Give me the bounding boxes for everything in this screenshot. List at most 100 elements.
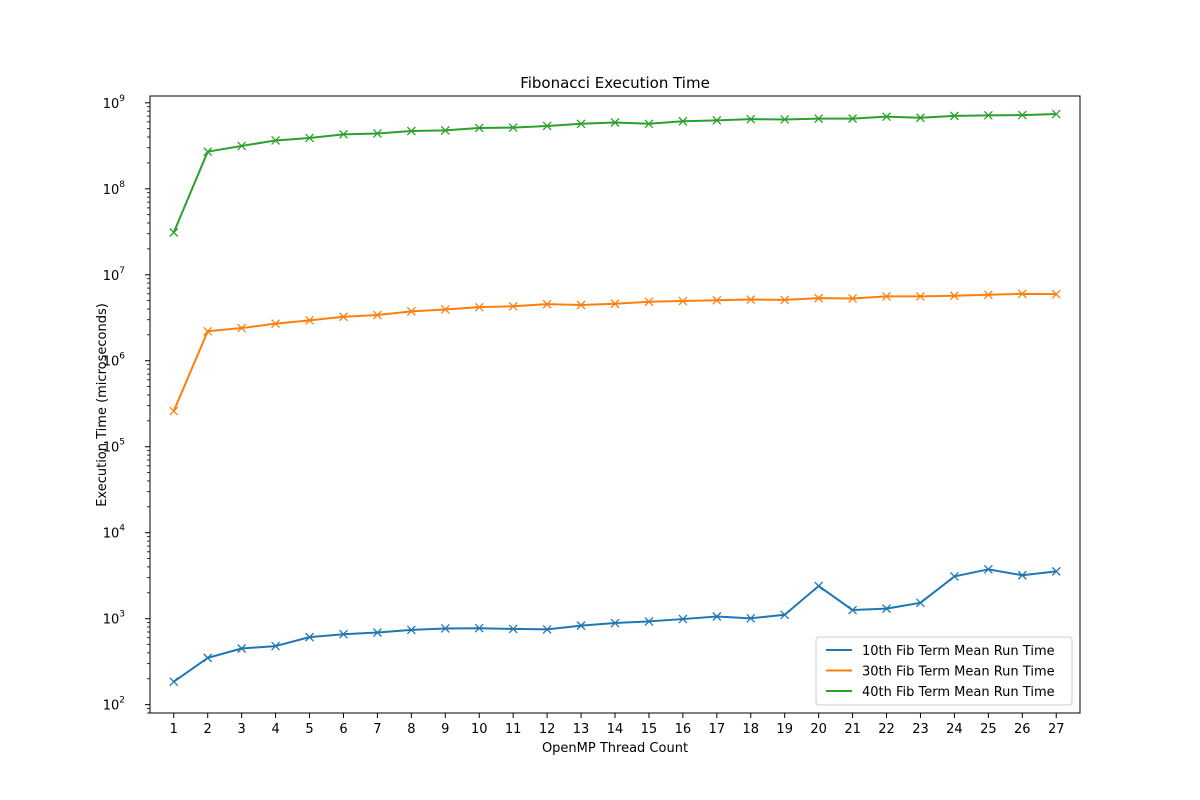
data-point-s2-x8 (406, 306, 416, 316)
data-point-s2-x10 (474, 302, 484, 312)
x-tick-label-19: 19 (776, 722, 793, 737)
data-point-s3-x27 (1051, 109, 1061, 119)
data-point-s1-x23 (916, 598, 925, 608)
data-point-s1-x9 (440, 623, 450, 633)
data-point-s2-x19 (780, 295, 790, 305)
x-tick-label-11: 11 (505, 722, 522, 737)
data-point-s3-x15 (644, 119, 654, 129)
data-point-s3-x17 (712, 115, 722, 125)
data-point-s2-x13 (576, 300, 586, 310)
data-point-s3-x14 (610, 118, 620, 127)
data-point-s1-x26 (1017, 570, 1027, 580)
data-point-s3-x9 (440, 125, 450, 135)
data-point-s2-x21 (848, 294, 858, 303)
x-axis: 1 2 3 4 5 6 7 8 9 10 11 12 13 14 15 16 17 18 19 20 21 22 23 24 2… (170, 713, 1065, 737)
data-point-s3-x23 (916, 113, 925, 123)
x-tick-label-14: 14 (607, 722, 624, 737)
data-point-s1-x21 (848, 605, 858, 615)
series-3 (169, 109, 1061, 237)
data-point-s1-x20 (814, 581, 824, 591)
x-tick-label-20: 20 (810, 722, 827, 737)
x-tick-label-10: 10 (471, 722, 488, 737)
data-point-s2-x16 (678, 296, 688, 306)
legend-label-2: 30th Fib Term Mean Run Time (862, 665, 1055, 680)
data-point-s3-x5 (305, 133, 314, 143)
legend-box (815, 636, 1073, 706)
data-point-s1-x13 (576, 621, 586, 631)
data-point-s3-x11 (508, 123, 518, 133)
data-point-s1-x5 (305, 632, 314, 642)
data-point-s3-x2 (203, 147, 213, 157)
x-tick-label-5: 5 (305, 722, 313, 737)
data-point-s1-x16 (678, 614, 688, 624)
data-point-s3-x20 (814, 114, 824, 124)
data-point-s1-x6 (339, 629, 348, 639)
x-tick-label-6: 6 (339, 722, 347, 737)
data-point-s2-x24 (949, 291, 959, 301)
data-point-s1-x15 (644, 616, 654, 626)
data-point-s2-x14 (610, 299, 620, 309)
data-point-s3-x22 (882, 112, 891, 122)
x-tick-label-3: 3 (238, 722, 246, 737)
data-point-s2-x20 (814, 293, 824, 303)
data-point-s1-x27 (1051, 566, 1061, 576)
data-point-s3-x19 (780, 115, 790, 124)
data-point-s2-x5 (305, 315, 314, 325)
x-tick-label-21: 21 (844, 722, 861, 737)
data-point-s3-x8 (406, 126, 416, 136)
x-tick-label-4: 4 (271, 722, 279, 737)
data-point-s2-x17 (712, 295, 722, 305)
data-point-s1-x17 (712, 612, 722, 621)
legend-item-3: 40th Fib Term Mean Run Time (826, 685, 1055, 700)
data-point-s1-x2 (203, 653, 213, 663)
data-point-s2-x26 (1017, 289, 1027, 299)
legend-label-3: 40th Fib Term Mean Run Time (862, 685, 1055, 700)
series-2 (169, 289, 1061, 416)
data-point-s2-x2 (203, 326, 213, 336)
data-point-s1-x12 (542, 624, 552, 634)
chart-title: Fibonacci Execution Time (520, 74, 710, 92)
data-point-s2-x11 (508, 301, 518, 311)
data-point-s1-x25 (983, 564, 993, 574)
x-tick-label-26: 26 (1014, 722, 1031, 737)
data-point-s1-x19 (780, 610, 790, 620)
data-point-s3-x25 (983, 110, 993, 120)
x-tick-label-2: 2 (204, 722, 212, 737)
data-point-s2-x15 (644, 297, 654, 307)
data-point-s2-x9 (440, 304, 450, 314)
data-point-s3-x26 (1017, 110, 1027, 120)
data-point-s1-x14 (610, 618, 620, 628)
data-point-s2-x3 (237, 323, 247, 333)
legend-item-2: 30th Fib Term Mean Run Time (826, 665, 1055, 680)
x-tick-label-23: 23 (912, 722, 929, 737)
data-point-s2-x25 (983, 290, 993, 300)
data-point-s3-x7 (372, 129, 382, 138)
data-point-s3-x13 (576, 119, 586, 129)
x-tick-label-9: 9 (441, 722, 449, 737)
x-tick-label-16: 16 (675, 722, 692, 737)
data-point-s2-x27 (1051, 289, 1061, 299)
data-point-s1-x10 (474, 623, 484, 633)
plot-area (150, 96, 1080, 713)
data-point-s2-x7 (372, 310, 382, 320)
legend-item-1: 10th Fib Term Mean Run Time (826, 644, 1055, 659)
data-point-s3-x6 (339, 129, 348, 139)
x-tick-label-12: 12 (539, 722, 556, 737)
data-point-s3-x4 (271, 135, 281, 145)
x-tick-label-13: 13 (573, 722, 590, 737)
series-layer (169, 109, 1061, 687)
data-point-s3-x18 (746, 114, 756, 124)
data-point-s1-x18 (746, 613, 756, 623)
data-point-s2-x18 (746, 295, 756, 305)
x-tick-label-15: 15 (641, 722, 658, 737)
data-point-s1-x22 (882, 604, 891, 614)
data-point-s3-x24 (949, 111, 959, 121)
x-tick-label-7: 7 (373, 722, 381, 737)
x-tick-label-25: 25 (980, 722, 997, 737)
data-point-s3-x21 (848, 114, 858, 124)
data-point-s2-x12 (542, 299, 552, 309)
data-point-s1-x11 (508, 624, 518, 634)
data-point-s2-x23 (916, 291, 925, 301)
x-tick-label-1: 1 (170, 722, 178, 737)
